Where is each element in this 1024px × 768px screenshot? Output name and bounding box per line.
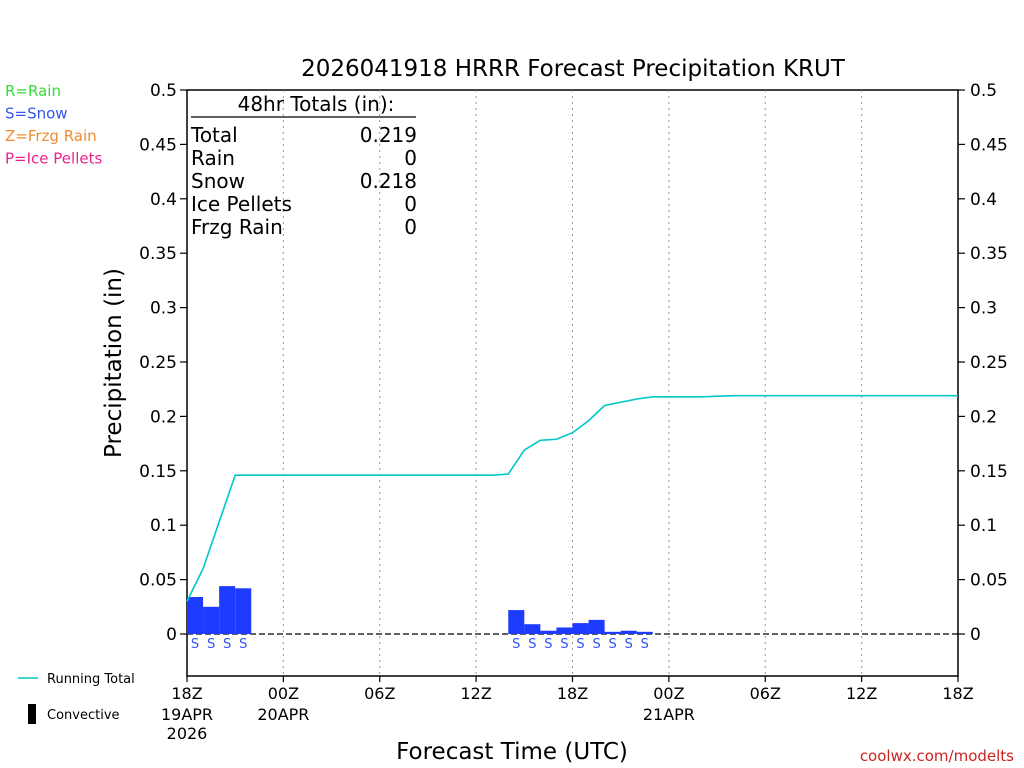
type-code: S <box>625 637 633 652</box>
totals-row-value: 0.218 <box>360 169 417 193</box>
precip-bar <box>540 630 557 634</box>
chart-title: 2026041918 HRRR Forecast Precipitation K… <box>301 56 846 82</box>
type-legend-entry: P=Ice Pellets <box>5 150 102 168</box>
legend-entry-label: Convective <box>47 708 120 723</box>
y-tick-label-right: 0.2 <box>970 407 997 427</box>
totals-box: 48hr Totals (in):Total 0.219 Rain 0 Snow 0.21… <box>190 92 417 239</box>
x-tick-label: 00Z <box>653 684 684 703</box>
precip-bar <box>588 619 605 634</box>
y-tick-label: 0.2 <box>150 407 177 427</box>
y-tick-label-right: 0.25 <box>970 353 1008 373</box>
type-code: S <box>239 637 247 652</box>
x-date-label: 2026 <box>167 724 208 743</box>
y-tick-label: 0.1 <box>150 516 177 536</box>
precip-bar <box>219 586 236 634</box>
y-tick-label-right: 0.05 <box>970 571 1008 591</box>
type-code: S <box>576 637 584 652</box>
y-tick-label-right: 0.5 <box>970 81 997 101</box>
x-date-label: 21APR <box>643 705 695 724</box>
y-tick-label: 0.35 <box>139 244 177 264</box>
type-legend-entry: Z=Frzg Rain <box>5 127 97 145</box>
type-code: S <box>223 637 231 652</box>
totals-row-value: 0 <box>404 146 417 170</box>
y-tick-label: 0 <box>166 625 177 645</box>
precip-bar <box>572 623 589 634</box>
y-tick-label-right: 0 <box>970 625 981 645</box>
type-code: S <box>207 637 215 652</box>
totals-row-label: Rain <box>191 146 235 170</box>
precip-bar <box>187 597 204 634</box>
precip-bar <box>636 631 653 634</box>
totals-row-value: 0 <box>404 215 417 239</box>
precip-bar <box>604 631 621 634</box>
precip-bar <box>524 624 541 634</box>
type-code: S <box>544 637 552 652</box>
hourly-precip-bars <box>187 586 653 634</box>
totals-row-label: Ice Pellets <box>191 192 292 216</box>
running-total-line <box>186 394 958 602</box>
y-tick-label: 0.45 <box>139 135 177 155</box>
x-tick-label: 18Z <box>942 684 973 703</box>
x-tick-label: 00Z <box>268 684 299 703</box>
running-total-polyline <box>186 394 958 602</box>
precip-bar <box>620 630 637 634</box>
y-tick-label: 0.25 <box>139 353 177 373</box>
y-axis-label: Precipitation (in) <box>101 268 127 458</box>
legend-bar-swatch <box>28 704 36 724</box>
precip-bar <box>203 606 220 634</box>
x-tick-label: 12Z <box>846 684 877 703</box>
type-code: S <box>641 637 649 652</box>
totals-row-value: 0.219 <box>360 123 417 147</box>
bottom-legend: Running Total Convective <box>18 672 135 724</box>
y-axis-right: 0 0.05 0.1 0.15 0.2 0.25 0.3 0.35 0.4 0.45 0.5 <box>958 81 1008 645</box>
y-axis-left: 0 0.05 0.1 0.15 0.2 0.25 0.3 0.35 0.4 0.45 0.5 <box>139 81 187 645</box>
y-tick-label: 0.3 <box>150 299 177 319</box>
type-code: S <box>609 637 617 652</box>
type-code: S <box>560 637 568 652</box>
y-tick-label-right: 0.45 <box>970 135 1008 155</box>
x-tick-label: 18Z <box>557 684 588 703</box>
x-tick-label: 12Z <box>460 684 491 703</box>
x-date-label: 20APR <box>257 705 309 724</box>
y-tick-label-right: 0.4 <box>970 190 997 210</box>
x-axis-label: Forecast Time (UTC) <box>396 739 628 765</box>
x-tick-label: 18Z <box>171 684 202 703</box>
y-tick-label-right: 0.3 <box>970 299 997 319</box>
y-tick-label: 0.15 <box>139 462 177 482</box>
y-tick-label: 0.5 <box>150 81 177 101</box>
precip-bar <box>508 610 525 634</box>
type-legend-entry: R=Rain <box>5 82 61 100</box>
precip-type-legend: R=Rain S=Snow Z=Frzg Rain P=Ice Pellets <box>5 82 102 168</box>
totals-row-label: Frzg Rain <box>191 215 283 239</box>
x-date-label: 19APR <box>161 705 213 724</box>
y-tick-label-right: 0.1 <box>970 516 997 536</box>
legend-entry-label: Running Total <box>47 672 135 687</box>
totals-row-value: 0 <box>404 192 417 216</box>
type-code: S <box>191 637 199 652</box>
type-code: S <box>592 637 600 652</box>
vertical-grid <box>282 90 863 676</box>
y-tick-label-right: 0.15 <box>970 462 1008 482</box>
x-tick-label: 06Z <box>750 684 781 703</box>
type-legend-entry: S=Snow <box>5 105 68 123</box>
precip-bar <box>556 627 573 634</box>
y-tick-label: 0.05 <box>139 571 177 591</box>
type-code: S <box>528 637 536 652</box>
totals-row-label: Snow <box>191 169 245 193</box>
credit-text: coolwx.com/modelts <box>860 747 1014 765</box>
totals-row-label: Total <box>190 123 238 147</box>
totals-heading: 48hr Totals (in): <box>238 92 395 116</box>
x-tick-label: 06Z <box>364 684 395 703</box>
precip-bar <box>235 588 252 634</box>
y-tick-label: 0.4 <box>150 190 177 210</box>
y-tick-label-right: 0.35 <box>970 244 1008 264</box>
type-code: S <box>512 637 520 652</box>
